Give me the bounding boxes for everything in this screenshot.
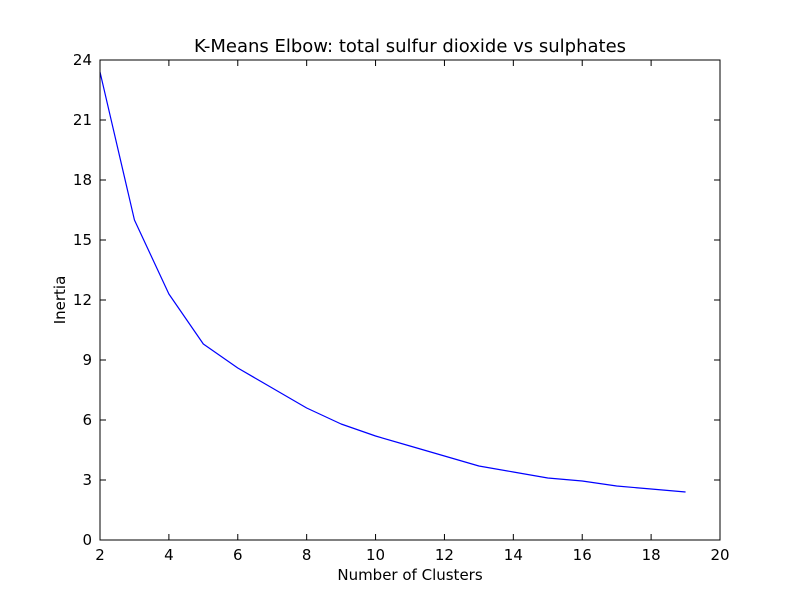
- x-tick-label: 14: [504, 546, 523, 564]
- y-tick-label: 24: [73, 51, 92, 69]
- y-axis-title: Inertia: [51, 276, 69, 325]
- x-tick-label: 16: [573, 546, 592, 564]
- y-tick-label: 21: [73, 111, 92, 129]
- x-tick-label: 2: [95, 546, 105, 564]
- x-tick-label: 4: [164, 546, 174, 564]
- x-tick-label: 10: [366, 546, 385, 564]
- y-tick-label: 6: [82, 411, 92, 429]
- y-tick-label: 12: [73, 291, 92, 309]
- y-tick-label: 3: [82, 471, 92, 489]
- x-tick-label: 18: [642, 546, 661, 564]
- chart-title: K-Means Elbow: total sulfur dioxide vs s…: [194, 36, 626, 57]
- x-axis-title: Number of Clusters: [337, 566, 482, 584]
- y-tick-label: 18: [73, 171, 92, 189]
- y-tick-label: 0: [82, 531, 92, 549]
- x-tick-label: 6: [233, 546, 243, 564]
- series-line-0: [99, 71, 686, 493]
- y-tick-label: 15: [73, 231, 92, 249]
- x-tick-label: 12: [435, 546, 454, 564]
- y-tick-label: 9: [82, 351, 92, 369]
- x-tick-label: 8: [302, 546, 312, 564]
- x-tick-label: 20: [710, 546, 729, 564]
